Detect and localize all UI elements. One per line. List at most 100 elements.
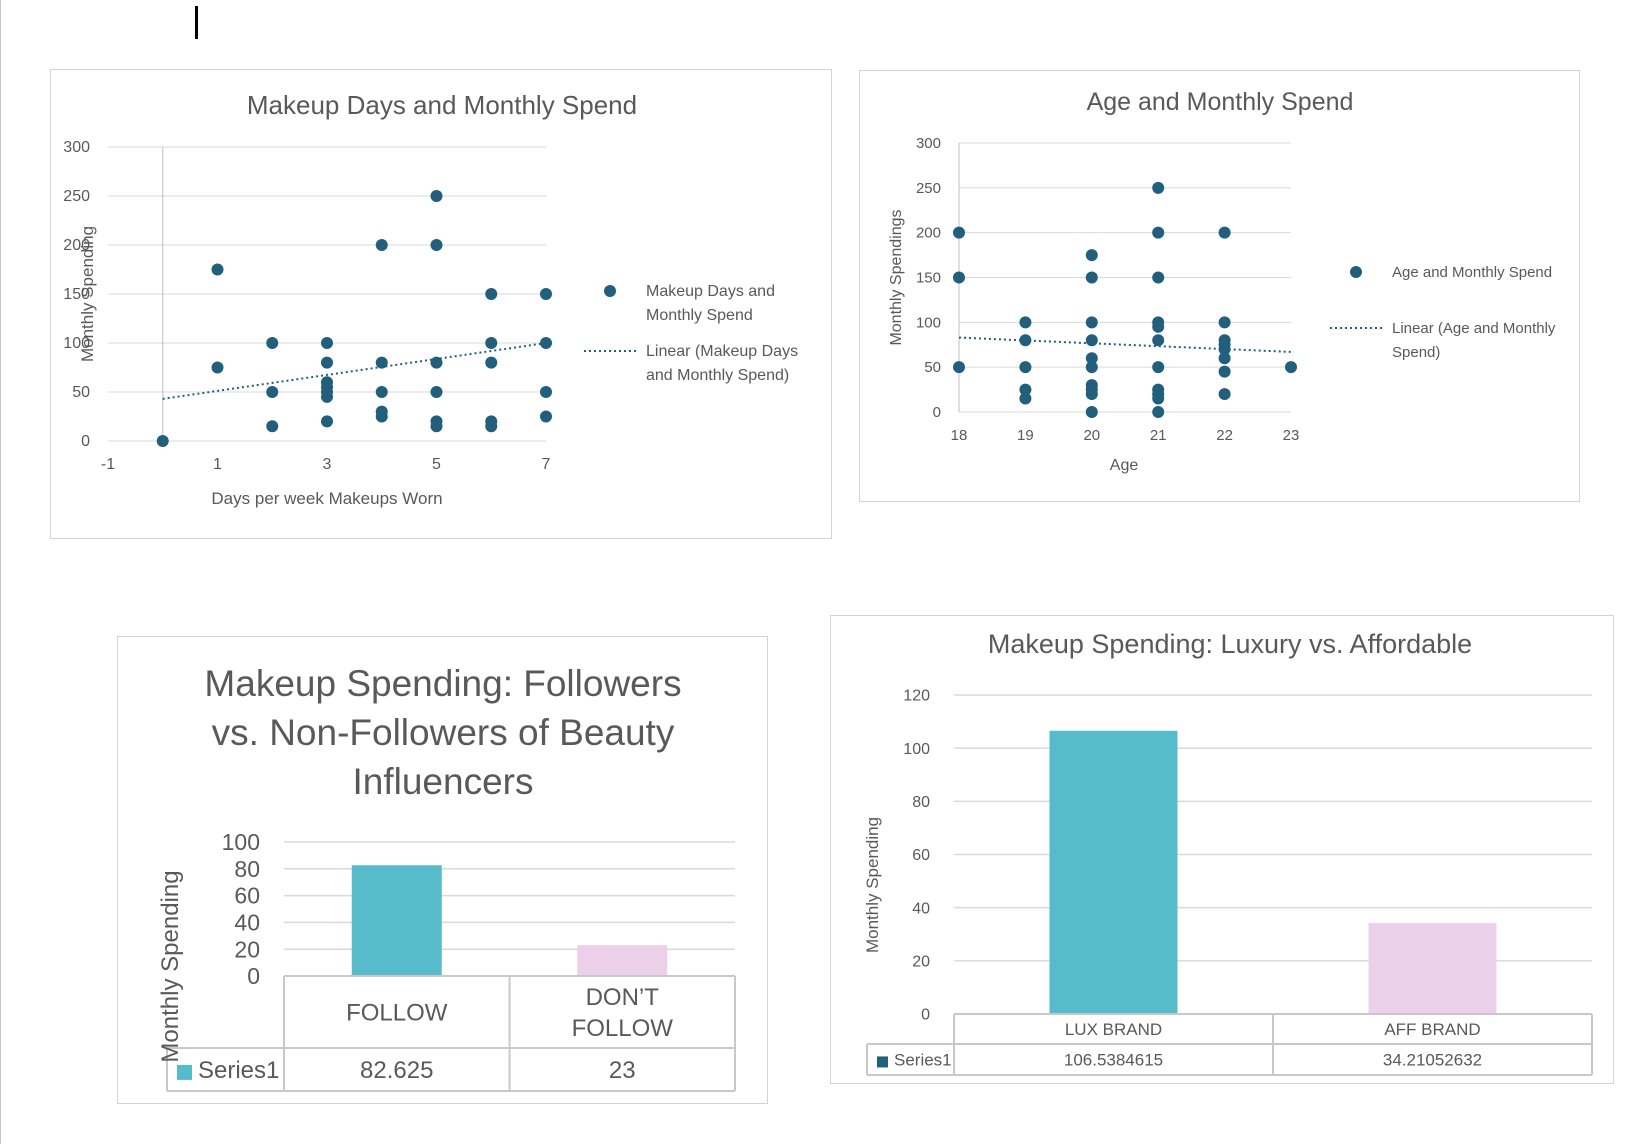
c1-x-tick: 3: [323, 456, 332, 473]
c3-bar: [577, 945, 668, 976]
c2-data-point: [1218, 226, 1231, 239]
c4-table-value: 34.21052632: [1383, 1050, 1482, 1069]
chart-luxury-affordable[interactable]: Makeup Spending: Luxury vs. Affordable 0 2…: [830, 615, 1614, 1084]
c2-data-point: [1085, 316, 1098, 329]
c1-y-tick: 300: [63, 139, 90, 156]
c2-data-point: [1218, 388, 1231, 401]
c2-legend-label: Age and Monthly Spend: [1392, 264, 1552, 281]
c1-data-point: [485, 420, 498, 433]
c2-data-point: [1152, 226, 1165, 239]
c4-table-value: 106.5384615: [1064, 1050, 1163, 1069]
c1-data-point: [321, 390, 333, 403]
c2-data-point: [953, 361, 965, 374]
c4-category-label: LUX BRAND: [1065, 1020, 1162, 1039]
c1-data-point: [266, 386, 279, 398]
c1-y-tick: 250: [63, 188, 90, 205]
c1-x-tick: 5: [432, 456, 441, 473]
c2-x-tick: 18: [951, 427, 968, 444]
c2-data-point: [1085, 406, 1098, 418]
c3-y-tick: 100: [222, 829, 260, 855]
c4-y-tick: 100: [903, 741, 930, 758]
c1-data-point: [266, 420, 279, 433]
c1-x-tick: 1: [213, 456, 222, 473]
c2-x-tick: 23: [1283, 427, 1300, 444]
c2-data-point: [1085, 352, 1098, 365]
text-cursor: [195, 6, 198, 39]
c1-legend-label: Monthly Spend: [646, 307, 753, 324]
c2-title: Age and Monthly Spend: [1087, 88, 1354, 116]
c2-data-point: [1152, 320, 1165, 333]
c2-data-point: [1152, 334, 1165, 347]
c1-data-point: [321, 356, 333, 369]
c3-title: vs. Non-Followers of Beauty: [212, 712, 675, 753]
c2-y-tick: 100: [916, 314, 941, 331]
c2-data-point: [1019, 361, 1032, 374]
c2-data-point: [1019, 383, 1032, 396]
c2-legend-trend-label: Spend): [1392, 344, 1440, 361]
c1-y-tick: 0: [81, 433, 90, 450]
c2-y-label: Monthly Spendings: [888, 209, 905, 345]
c2-data-point: [1085, 388, 1098, 401]
c4-bar: [1368, 923, 1497, 1014]
c1-legend-marker: [604, 285, 616, 297]
c2-legend-trend-label: Linear (Age and Monthly: [1392, 320, 1556, 337]
c1-data-point: [375, 239, 388, 251]
c1-data-point: [211, 263, 224, 276]
c2-data-point: [1085, 271, 1098, 284]
c1-data-point: [540, 386, 552, 398]
c2-data-point: [953, 226, 965, 239]
chart-makeup-days[interactable]: Makeup Days and Monthly Spend 0 50 100 150 20…: [50, 69, 832, 539]
c3-title: Influencers: [353, 761, 534, 802]
c2-data-point: [1019, 316, 1032, 329]
c2-y-tick: 200: [916, 225, 941, 242]
c1-data-point: [430, 420, 443, 433]
c3-y-tick: 80: [234, 856, 260, 882]
chart-age-spend[interactable]: Age and Monthly Spend 0 50 100 150 200 250 300 1…: [859, 70, 1580, 502]
c1-y-tick: 100: [63, 335, 90, 352]
c4-series-label: Series1: [894, 1050, 952, 1069]
chart-age-spend-svg: Age and Monthly Spend 0 50 100 150 200 250 300 1…: [888, 88, 1556, 474]
c2-data-point: [1085, 361, 1098, 374]
c4-y-label: Monthly Spending: [863, 817, 882, 953]
c3-category-label: FOLLOW: [572, 1015, 674, 1042]
c4-y-tick: 80: [912, 794, 930, 811]
c1-y-tick: 200: [63, 237, 90, 254]
c1-title: Makeup Days and Monthly Spend: [247, 90, 637, 120]
c1-data-point: [430, 239, 443, 251]
c2-data-point: [1152, 271, 1165, 284]
c1-x-tick: -1: [101, 456, 115, 473]
c1-data-point: [485, 356, 498, 369]
c3-y-tick: 40: [234, 909, 260, 935]
c3-y-tick: 20: [234, 936, 260, 962]
c3-category-label: DON’T: [586, 984, 660, 1011]
c3-y-label: Monthly Spending: [157, 870, 184, 1062]
c3-table-value: 82.625: [360, 1057, 433, 1084]
c2-x-tick: 20: [1083, 427, 1100, 444]
c1-data-point: [156, 435, 169, 447]
c1-data-point: [266, 337, 279, 349]
c1-data-point: [375, 410, 388, 423]
c2-data-point: [1218, 365, 1231, 378]
c1-x-label: Days per week Makeups Worn: [211, 489, 442, 508]
c1-data-point: [540, 337, 552, 349]
c2-data-point: [1218, 343, 1231, 356]
c2-data-point: [1218, 316, 1231, 329]
c2-data-point: [953, 271, 965, 284]
c4-y-tick: 20: [912, 953, 930, 970]
c1-data-point: [375, 356, 388, 369]
c2-data-point: [1152, 361, 1165, 374]
c3-table-value: 23: [609, 1057, 636, 1084]
c4-y-tick: 40: [912, 900, 930, 917]
c3-y-tick: 0: [247, 963, 260, 989]
c3-bar: [351, 865, 442, 976]
chart-followers[interactable]: Makeup Spending: Followers vs. Non-Follow…: [117, 636, 768, 1104]
c2-data-point: [1085, 249, 1098, 262]
c1-data-point: [485, 288, 498, 300]
c2-legend-marker: [1350, 266, 1362, 278]
c2-data-point: [1019, 334, 1032, 347]
c2-x-tick: 19: [1017, 427, 1034, 444]
c2-data-point: [1152, 181, 1165, 194]
c1-data-point: [540, 410, 552, 423]
c1-data-point: [430, 386, 443, 398]
c1-y-tick: 50: [72, 384, 90, 401]
